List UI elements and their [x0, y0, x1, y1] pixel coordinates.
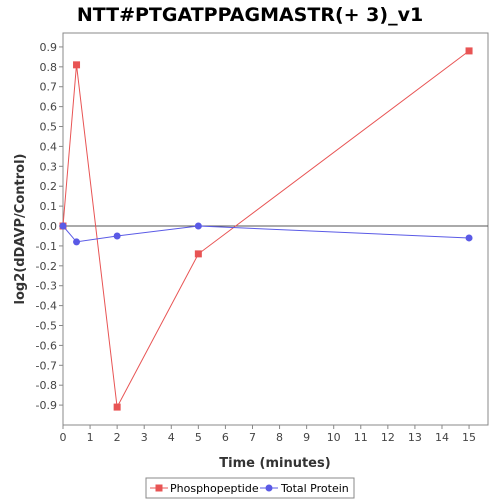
legend-marker-phosphopeptide	[155, 484, 163, 492]
legend-label-phosphopeptide: Phosphopeptide	[170, 482, 259, 495]
y-tick-label: 0.0	[40, 220, 58, 233]
y-tick-label: 0.7	[40, 81, 58, 94]
chart-title: NTT#PTGATPPAGMASTR(+ 3)_v1	[76, 4, 424, 26]
y-tick-label: -0.5	[36, 320, 57, 333]
y-tick-label: 0.9	[40, 41, 58, 54]
data-point-total-protein	[73, 238, 81, 246]
data-point-phosphopeptide	[113, 403, 121, 411]
x-tick-label: 14	[435, 431, 449, 444]
x-tick-label: 2	[114, 431, 121, 444]
data-point-total-protein	[465, 234, 473, 242]
y-tick-label: -0.2	[36, 260, 57, 273]
y-tick-label: 0.5	[40, 121, 58, 134]
series-layer	[59, 47, 473, 411]
y-tick-label: -0.1	[36, 240, 57, 253]
x-tick-label: 15	[462, 431, 476, 444]
x-tick-label: 0	[60, 431, 67, 444]
y-tick-label: 0.3	[40, 160, 58, 173]
x-tick-label: 12	[381, 431, 395, 444]
x-axis: 0 1 2 3 4 5 6 7 8 9 10 11 12 13 14 15	[60, 425, 476, 444]
y-tick-label: 0.1	[40, 200, 58, 213]
x-tick-label: 7	[249, 431, 256, 444]
data-point-phosphopeptide	[465, 47, 473, 55]
legend: Phosphopeptide Total Protein	[145, 477, 355, 499]
x-tick-label: 5	[195, 431, 202, 444]
y-tick-label: -0.8	[36, 379, 57, 392]
y-tick-label: 0.8	[40, 61, 58, 74]
x-tick-label: 11	[354, 431, 368, 444]
x-tick-label: 13	[408, 431, 422, 444]
y-axis-label: log2(dDAVP/Control)	[13, 154, 28, 305]
y-tick-label: 0.2	[40, 180, 58, 193]
data-point-phosphopeptide	[194, 250, 202, 258]
x-tick-label: 8	[276, 431, 283, 444]
x-tick-label: 1	[87, 431, 94, 444]
data-point-total-protein	[194, 222, 202, 230]
y-tick-label: 0.4	[40, 140, 58, 153]
legend-label-total-protein: Total Protein	[280, 482, 349, 495]
x-tick-label: 3	[141, 431, 148, 444]
x-tick-label: 10	[327, 431, 341, 444]
data-point-phosphopeptide	[73, 61, 81, 69]
x-axis-label: Time (minutes)	[219, 456, 330, 471]
x-tick-label: 9	[303, 431, 310, 444]
y-tick-label: -0.3	[36, 280, 57, 293]
data-point-total-protein	[113, 232, 121, 240]
y-tick-label: -0.4	[36, 300, 57, 313]
y-tick-label: -0.7	[36, 359, 57, 372]
x-tick-label: 6	[222, 431, 229, 444]
x-tick-label: 4	[168, 431, 175, 444]
legend-box	[145, 477, 355, 499]
data-point-total-protein	[59, 222, 67, 230]
y-tick-label: -0.6	[36, 339, 57, 352]
y-axis: 0.9 0.8 0.7 0.6 0.5 0.4 0.3 0.2 0.1 0.0 -0.1 -0.2 -0…	[36, 41, 63, 412]
y-tick-label: 0.6	[40, 101, 58, 114]
y-tick-label: -0.9	[36, 399, 57, 412]
legend-marker-total-protein	[265, 484, 273, 492]
